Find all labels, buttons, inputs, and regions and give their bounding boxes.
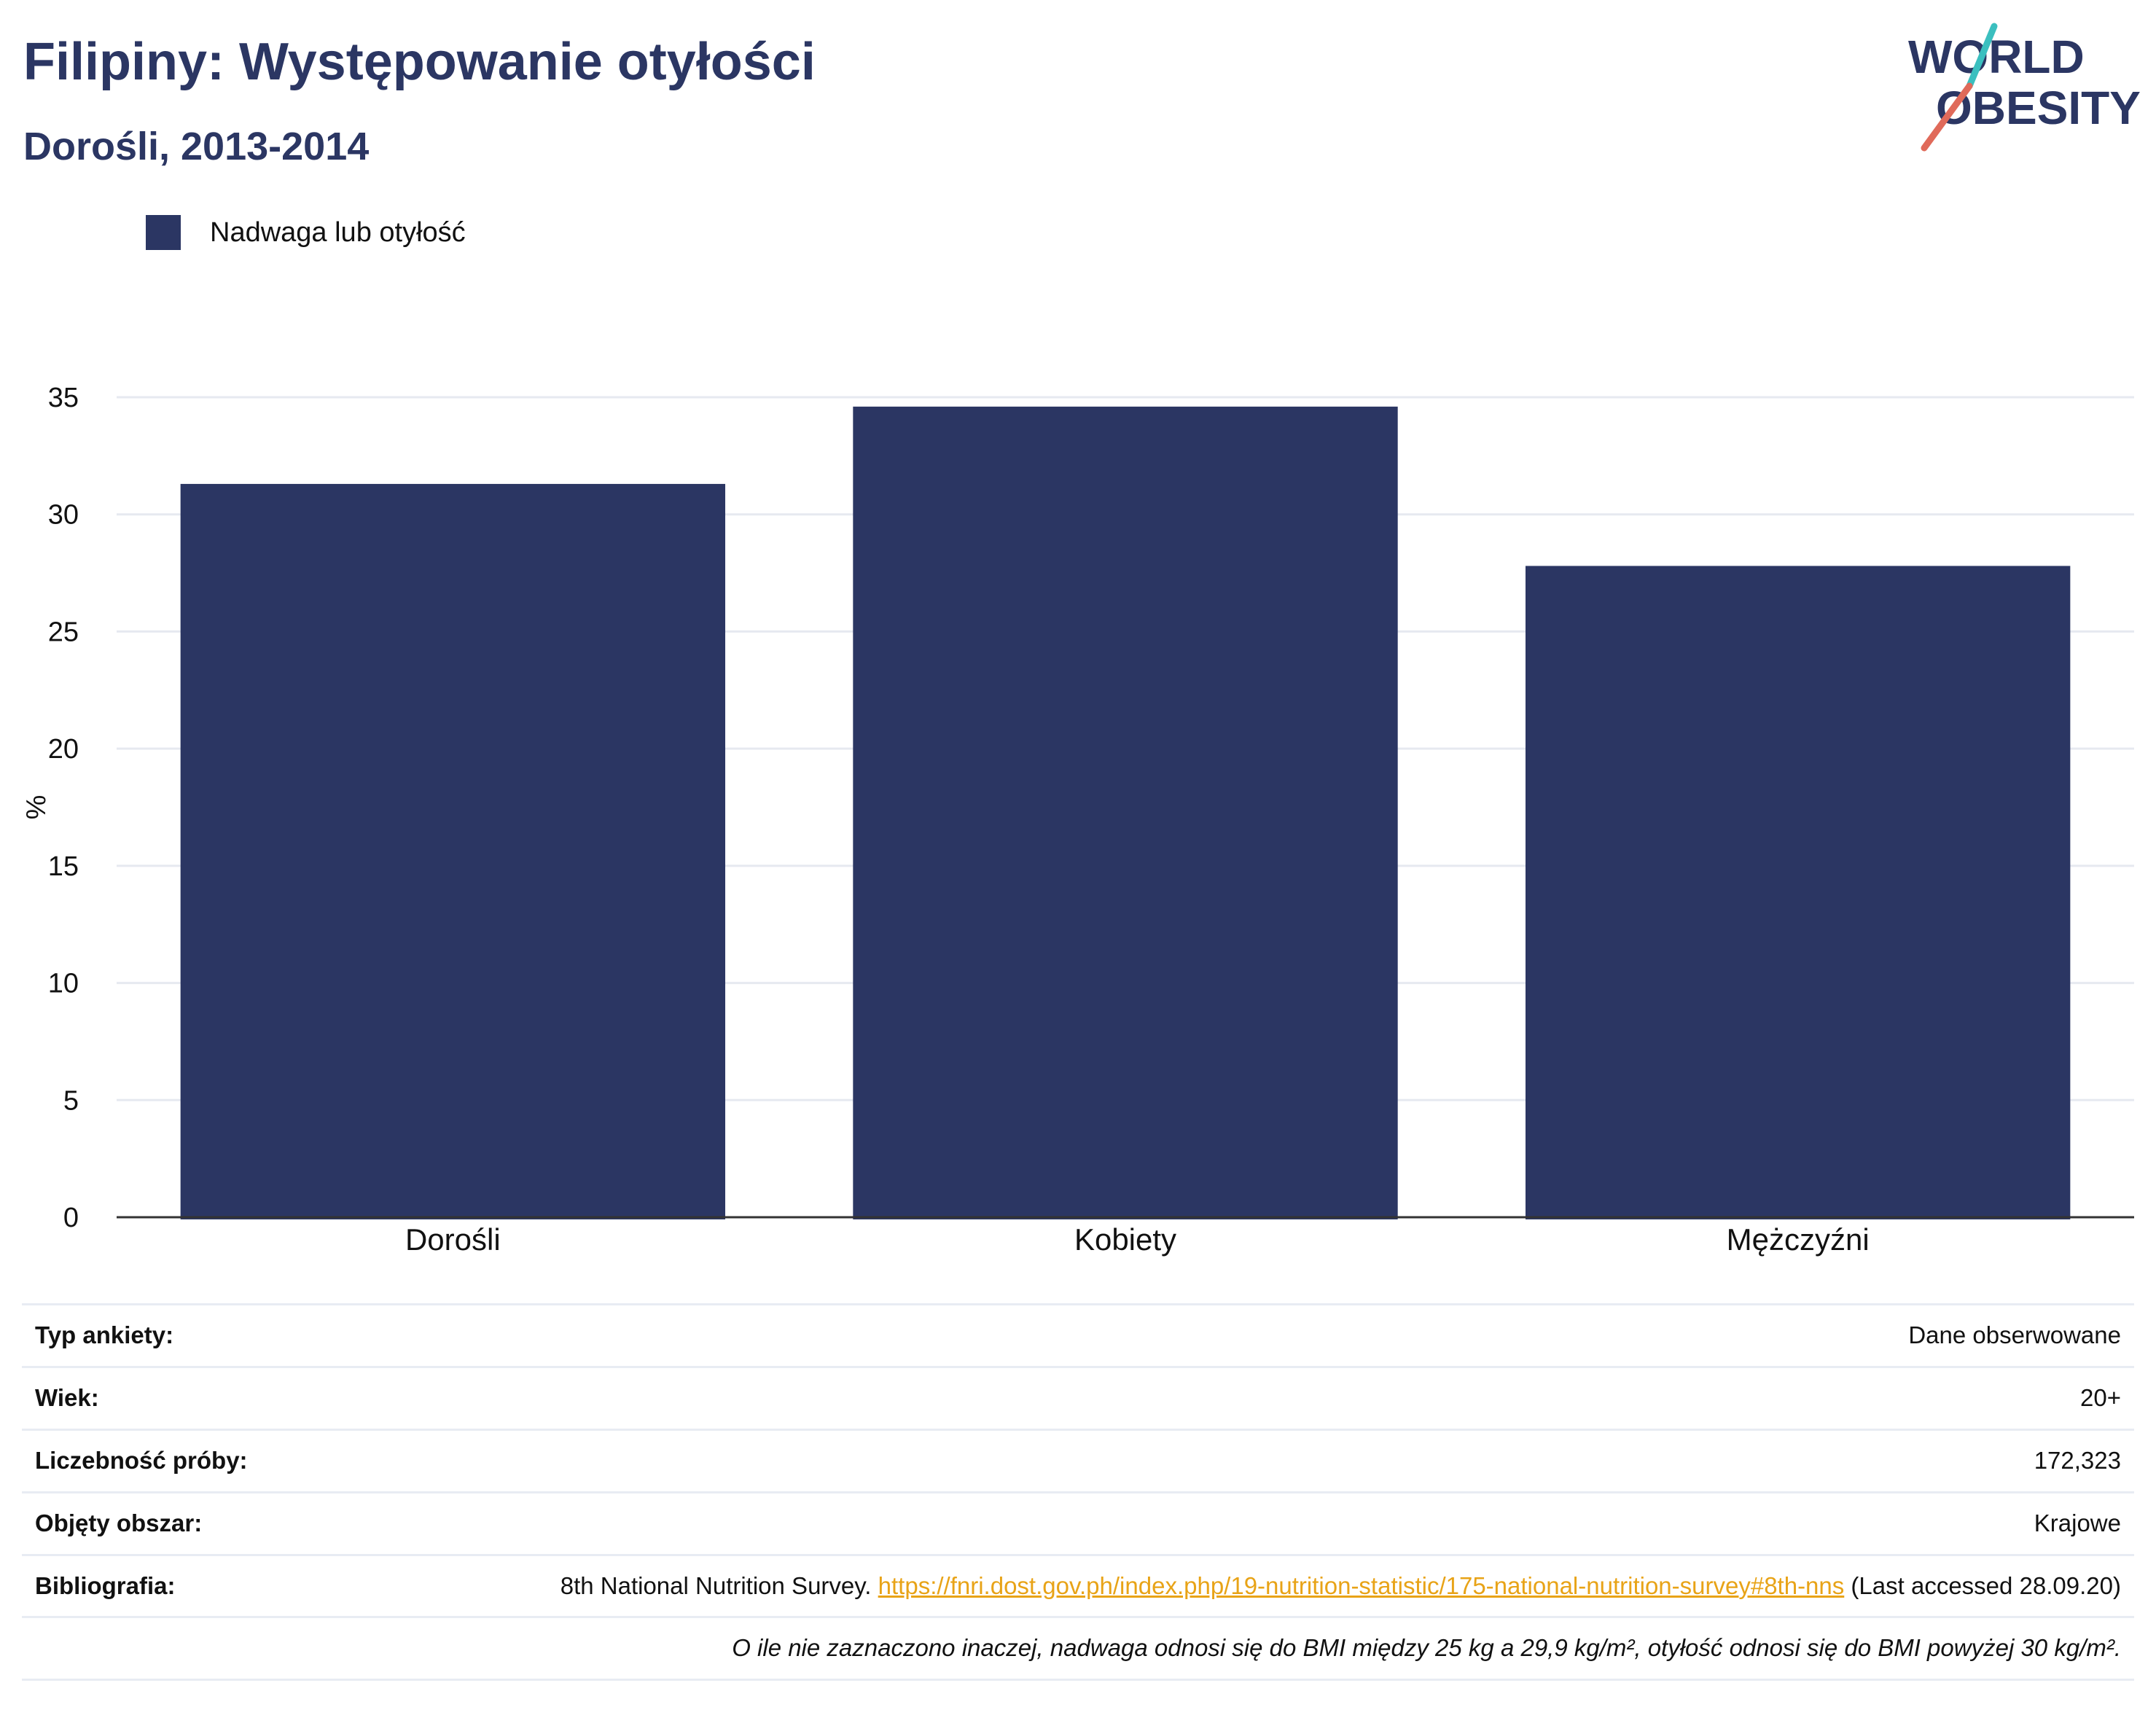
- row-note: O ile nie zaznaczono inaczej, nadwaga od…: [22, 1616, 2134, 1682]
- x-category-label: Mężczyźni: [1727, 1222, 1870, 1257]
- logo-text-world: WORLD: [1908, 31, 2085, 83]
- legend-label: Nadwaga lub otyłość: [210, 216, 466, 248]
- survey-type-value: Dane obserwowane: [427, 1303, 2134, 1367]
- x-category-label: Kobiety: [1074, 1222, 1176, 1257]
- sample-size-value: 172,323: [427, 1428, 2134, 1493]
- row-area: Objęty obszar: Krajowe: [22, 1491, 2134, 1555]
- y-tick-label: 0: [63, 1203, 79, 1233]
- bar-3: [1525, 566, 2071, 1219]
- bibliography-suffix: (Last accessed 28.09.20): [1844, 1571, 2121, 1599]
- bibliography-value: 8th National Nutrition Survey. https://f…: [427, 1553, 2134, 1617]
- area-value: Krajowe: [427, 1491, 2134, 1555]
- y-tick-label: 30: [48, 500, 79, 531]
- row-bibliography: Bibliografia: 8th National Nutrition Sur…: [22, 1553, 2134, 1617]
- row-sample-size: Liczebność próby: 172,323: [22, 1428, 2134, 1493]
- area-label: Objęty obszar:: [22, 1491, 427, 1555]
- bar-1: [180, 483, 726, 1219]
- legend-swatch: [146, 215, 181, 250]
- y-tick-label: 15: [48, 851, 79, 882]
- bibliography-label: Bibliografia:: [22, 1553, 427, 1617]
- world-obesity-logo: WORLD OBESITY: [1908, 23, 2141, 152]
- y-tick-label: 10: [48, 969, 79, 999]
- survey-type-label: Typ ankiety:: [22, 1303, 427, 1367]
- bibliography-text: 8th National Nutrition Survey.: [560, 1571, 878, 1599]
- y-tick-label: 35: [48, 383, 79, 413]
- y-tick-label: 5: [63, 1085, 79, 1116]
- logo-slash-coral: [1921, 82, 1973, 152]
- sample-size-label: Liczebność próby:: [22, 1428, 427, 1493]
- x-category-label: Dorośli: [405, 1222, 501, 1257]
- bar-2: [853, 406, 1398, 1219]
- row-survey-type: Typ ankiety: Dane obserwowane: [22, 1303, 2134, 1367]
- legend: Nadwaga lub otyłość: [146, 215, 466, 250]
- chart-title: Filipiny: Występowanie otyłości: [23, 33, 816, 91]
- y-axis-title: %: [21, 795, 52, 820]
- y-tick-label: 25: [48, 617, 79, 647]
- row-age: Wiek: 20+: [22, 1365, 2134, 1430]
- age-label: Wiek:: [22, 1365, 427, 1430]
- bmi-note: O ile nie zaznaczono inaczej, nadwaga od…: [22, 1616, 2134, 1682]
- age-value: 20+: [427, 1365, 2134, 1430]
- chart-subtitle: Dorośli, 2013-2014: [23, 125, 370, 168]
- bibliography-link[interactable]: https://fnri.dost.gov.ph/index.php/19-nu…: [878, 1571, 1845, 1599]
- bar-chart: 0 5 10 15 20 25 30 35% Dorośli Kobiety Mężczyźni: [21, 383, 2134, 1257]
- survey-details-table: Typ ankiety: Dane obserwowane Wiek: 20+ …: [22, 1303, 2134, 1682]
- logo-slash-teal: [1966, 23, 1998, 90]
- y-tick-label: 20: [48, 734, 79, 765]
